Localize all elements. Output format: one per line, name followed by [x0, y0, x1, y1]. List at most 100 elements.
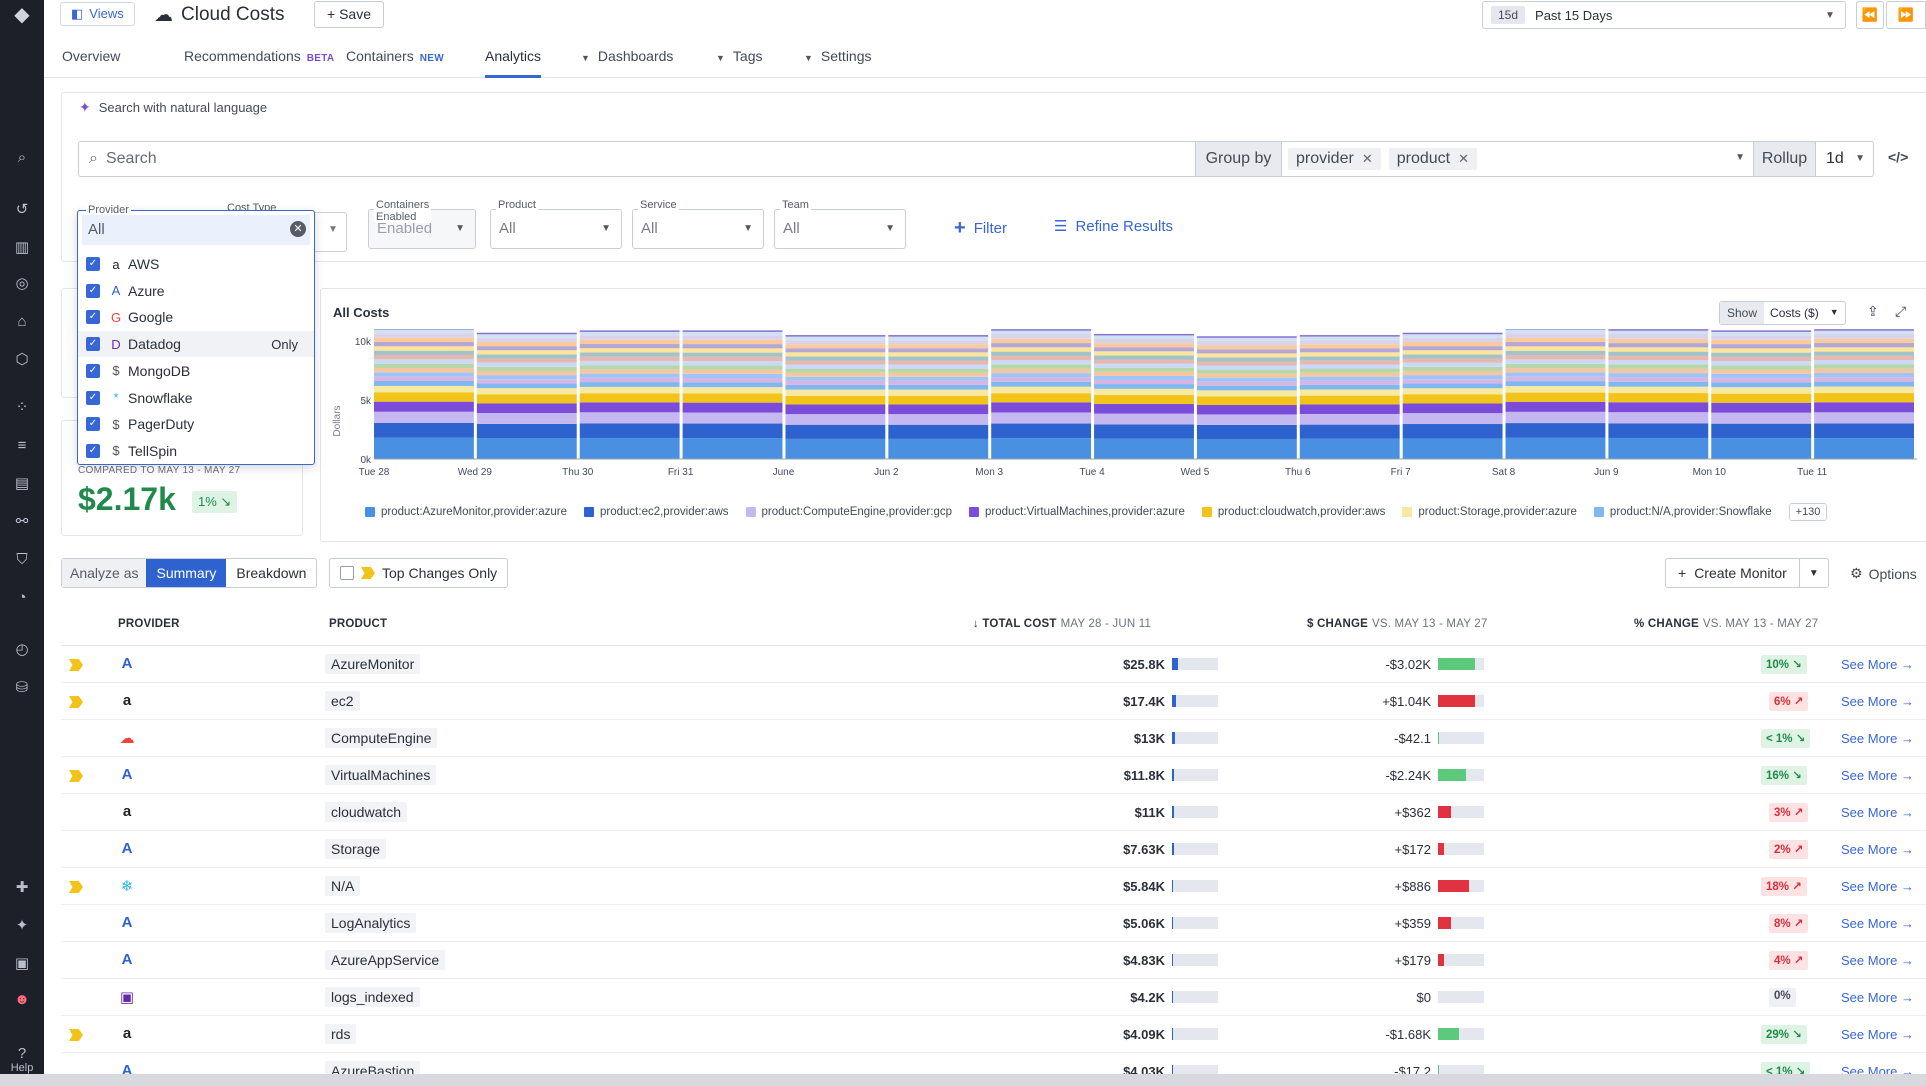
- bar-segment-other[interactable]: [1196, 353, 1297, 358]
- nav-help[interactable]: ? Help: [0, 1045, 44, 1074]
- bar-segment-other[interactable]: [1299, 348, 1400, 353]
- see-more-link[interactable]: See More →: [1841, 805, 1914, 820]
- bar-segment-other[interactable]: [579, 339, 680, 345]
- table-row[interactable]: ▣ logs_indexed $4.2K $0 0% See More →: [61, 979, 1926, 1016]
- tab-tags[interactable]: ▼ Tags: [716, 48, 763, 78]
- provider-dropdown[interactable]: Provider All ✕ ✓ a AWS ✓ A Azure ✓ G Google ✓ D Dat…: [77, 204, 315, 465]
- bar-segment[interactable]: [1711, 438, 1812, 459]
- bar-segment[interactable]: [579, 402, 680, 413]
- bar-segment-other[interactable]: [785, 340, 886, 345]
- bar-segment[interactable]: [888, 404, 989, 415]
- bar-segment-other[interactable]: [1711, 331, 1812, 336]
- expand-icon[interactable]: ⤢: [1895, 303, 1907, 319]
- table-row[interactable]: A AzureAppService $4.83K +$179 4% ↗ See More …: [61, 942, 1926, 979]
- table-row[interactable]: A AzureMonitor $25.8K -$3.02K 10% ↘ See More …: [61, 646, 1926, 683]
- bar-segment[interactable]: [785, 395, 886, 405]
- bar-segment-other[interactable]: [1505, 333, 1606, 338]
- bar-segment[interactable]: [1505, 437, 1606, 459]
- bar-segment-other[interactable]: [1711, 378, 1812, 383]
- nav-integrations-icon[interactable]: ⚯: [15, 513, 29, 530]
- bar-segment-other[interactable]: [1094, 351, 1194, 356]
- bar-segment[interactable]: [1402, 403, 1503, 414]
- bar-segment[interactable]: [1299, 404, 1400, 414]
- tab-analytics[interactable]: Analytics: [485, 48, 542, 78]
- bar-segment[interactable]: [1402, 424, 1503, 439]
- bar-segment-other[interactable]: [374, 368, 474, 373]
- bar-segment[interactable]: [1505, 381, 1606, 387]
- product-name[interactable]: VirtualMachines: [325, 765, 437, 785]
- see-more-link[interactable]: See More →: [1841, 916, 1914, 931]
- legend-item[interactable]: product:VirtualMachines,provider:azure: [969, 506, 1185, 518]
- bar-segment-other[interactable]: [1299, 360, 1400, 365]
- see-more-link[interactable]: See More →: [1841, 694, 1914, 709]
- table-row[interactable]: A VirtualMachines $11.8K -$2.24K 16% ↘ See Mo…: [61, 757, 1926, 794]
- table-row[interactable]: a ec2 $17.4K +$1.04K 6% ↗ See More →: [61, 683, 1926, 720]
- bar-segment-other[interactable]: [1299, 364, 1400, 369]
- bar-segment[interactable]: [1196, 385, 1297, 391]
- bar-segment[interactable]: [1299, 384, 1400, 390]
- bar-segment-other[interactable]: [1196, 349, 1297, 354]
- bar-segment[interactable]: [1196, 390, 1297, 397]
- bar-segment-other[interactable]: [1505, 355, 1606, 360]
- bar-segment[interactable]: [785, 384, 886, 390]
- bar-segment-other[interactable]: [1814, 364, 1914, 369]
- bar-segment-other[interactable]: [374, 355, 474, 360]
- bar-segment-other[interactable]: [476, 379, 577, 384]
- bar-segment-other[interactable]: [1608, 330, 1709, 335]
- bar-segment-other[interactable]: [682, 352, 783, 357]
- bar-segment-other[interactable]: [991, 330, 1092, 335]
- chevron-down-icon[interactable]: ▼: [1808, 567, 1819, 579]
- bar-segment-other[interactable]: [1505, 376, 1606, 382]
- bar-segment-other[interactable]: [1094, 363, 1194, 368]
- checkbox-checked-icon[interactable]: ✓: [86, 417, 100, 432]
- nav-security-icon[interactable]: ⛉: [16, 551, 28, 568]
- bar-segment[interactable]: [579, 412, 680, 424]
- analyze-breakdown-option[interactable]: Breakdown: [236, 565, 307, 581]
- bar-segment-other[interactable]: [476, 337, 577, 342]
- bar-segment[interactable]: [1608, 402, 1709, 413]
- bar-segment-other[interactable]: [682, 361, 783, 366]
- bar-segment-other[interactable]: [888, 352, 989, 357]
- bar-segment-other[interactable]: [1814, 343, 1914, 348]
- bar-segment-other[interactable]: [1196, 341, 1297, 346]
- bar-segment[interactable]: [579, 393, 680, 403]
- provider-option-mongodb[interactable]: ✓ $ MongoDB: [78, 358, 314, 384]
- bar-segment[interactable]: [1505, 401, 1606, 412]
- bar-segment-other[interactable]: [991, 373, 1092, 378]
- bar-segment[interactable]: [1814, 438, 1914, 459]
- bar-segment-other[interactable]: [991, 334, 1092, 339]
- bar-segment[interactable]: [476, 413, 577, 424]
- bar-segment-other[interactable]: [682, 369, 783, 374]
- bar-segment[interactable]: [682, 402, 783, 413]
- bar-segment[interactable]: [682, 423, 783, 439]
- bar-segment-other[interactable]: [1402, 342, 1503, 347]
- bar-segment[interactable]: [579, 386, 680, 394]
- bar-segment-other[interactable]: [682, 331, 783, 336]
- bar-segment[interactable]: [1711, 393, 1812, 403]
- bar-segment[interactable]: [785, 414, 886, 425]
- bar-segment-other[interactable]: [374, 359, 474, 364]
- product-name[interactable]: ComputeEngine: [325, 728, 438, 748]
- time-back-button[interactable]: ⏪: [1856, 1, 1884, 29]
- bar-segment-other[interactable]: [1814, 360, 1914, 365]
- bar-segment-other[interactable]: [682, 339, 783, 345]
- bar-segment[interactable]: [888, 395, 989, 405]
- cost-type-select[interactable]: [315, 212, 347, 252]
- bar-segment[interactable]: [1711, 382, 1812, 388]
- bar-segment-other[interactable]: [374, 350, 474, 355]
- bar-segment-other[interactable]: [888, 344, 989, 349]
- bar-segment-other[interactable]: [682, 335, 783, 340]
- nav-ai-icon[interactable]: ✦: [15, 917, 29, 934]
- bar-segment-other[interactable]: [476, 362, 577, 367]
- bar-segment[interactable]: [888, 384, 989, 390]
- options-button[interactable]: ⚙ Options: [1850, 565, 1917, 582]
- group-by-field[interactable]: provider ✕ product ✕ ▼: [1282, 141, 1754, 177]
- bar-segment-other[interactable]: [1402, 370, 1503, 376]
- legend-item[interactable]: product:AzureMonitor,provider:azure: [365, 506, 567, 518]
- bar-segment[interactable]: [888, 389, 989, 396]
- nav-metrics-icon[interactable]: ▤: [14, 475, 30, 492]
- see-more-link[interactable]: See More →: [1841, 1027, 1914, 1042]
- bar-segment-other[interactable]: [1299, 376, 1400, 381]
- bar-segment[interactable]: [1505, 411, 1606, 424]
- bar-segment-other[interactable]: [1299, 380, 1400, 385]
